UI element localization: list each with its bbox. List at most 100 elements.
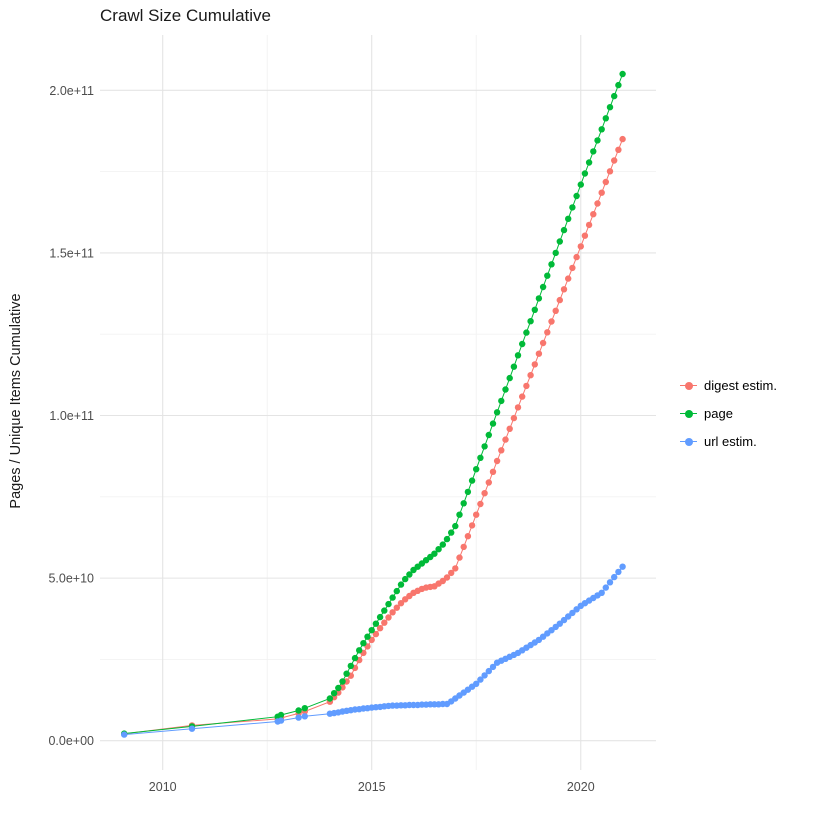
data-point bbox=[295, 707, 302, 714]
data-point bbox=[569, 609, 576, 617]
data-point bbox=[339, 678, 346, 685]
y-tick-label: 1.5e+11 bbox=[49, 246, 94, 260]
data-point bbox=[527, 318, 534, 325]
data-point bbox=[548, 318, 555, 325]
data-point bbox=[277, 717, 285, 724]
data-point bbox=[519, 393, 526, 400]
data-point bbox=[489, 468, 497, 475]
data-point bbox=[402, 575, 409, 583]
data-point bbox=[481, 672, 488, 679]
data-point bbox=[326, 695, 334, 702]
series-line-digest-estim- bbox=[124, 138, 624, 735]
data-point bbox=[389, 594, 396, 601]
data-point bbox=[443, 574, 451, 581]
data-point bbox=[356, 647, 363, 654]
data-point bbox=[477, 454, 484, 461]
data-point bbox=[510, 414, 518, 422]
data-point bbox=[376, 613, 384, 621]
data-point bbox=[514, 404, 522, 411]
data-point bbox=[615, 81, 622, 89]
data-point bbox=[573, 606, 580, 613]
data-point bbox=[493, 409, 501, 416]
data-point bbox=[502, 436, 509, 443]
data-point bbox=[343, 670, 350, 677]
data-point bbox=[368, 627, 375, 634]
chart-title: Crawl Size Cumulative bbox=[100, 6, 271, 25]
data-point bbox=[619, 70, 626, 78]
data-point bbox=[602, 178, 609, 186]
data-point bbox=[565, 613, 572, 620]
data-point bbox=[452, 565, 459, 572]
data-point bbox=[389, 609, 396, 616]
y-axis-title: Pages / Unique Items Cumulative bbox=[8, 293, 24, 509]
legend-label: url estim. bbox=[704, 434, 757, 449]
data-point bbox=[552, 307, 559, 314]
data-point bbox=[335, 684, 342, 692]
data-point bbox=[594, 200, 601, 207]
data-point bbox=[295, 714, 302, 721]
data-point bbox=[406, 571, 413, 578]
data-point bbox=[448, 529, 455, 536]
data-point bbox=[301, 705, 308, 712]
legend-point-icon bbox=[680, 407, 697, 421]
data-point bbox=[121, 731, 128, 738]
data-point bbox=[619, 135, 626, 143]
data-point bbox=[585, 159, 593, 166]
data-point bbox=[602, 584, 609, 591]
y-tick-label: 0.0e+00 bbox=[48, 734, 94, 748]
data-point bbox=[539, 339, 547, 347]
data-point bbox=[598, 589, 605, 596]
data-point bbox=[493, 457, 501, 465]
data-point bbox=[477, 500, 484, 508]
data-point bbox=[577, 181, 584, 188]
data-point bbox=[330, 690, 338, 697]
legend-item-page: page bbox=[680, 406, 777, 421]
data-point bbox=[510, 363, 518, 370]
data-point bbox=[439, 577, 446, 585]
data-point bbox=[560, 286, 568, 293]
data-point bbox=[481, 443, 488, 450]
legend-label: page bbox=[704, 406, 733, 421]
data-point bbox=[473, 680, 480, 687]
data-point bbox=[502, 386, 509, 393]
data-point bbox=[397, 600, 405, 607]
data-point bbox=[489, 663, 497, 671]
data-point bbox=[531, 361, 538, 368]
data-point bbox=[606, 579, 614, 586]
data-point bbox=[523, 329, 530, 336]
data-point bbox=[468, 522, 476, 529]
data-point bbox=[498, 397, 505, 405]
y-tick-label: 1.0e+11 bbox=[49, 409, 94, 423]
data-point bbox=[598, 126, 605, 133]
data-point bbox=[443, 535, 451, 543]
data-point bbox=[431, 550, 438, 557]
data-point bbox=[606, 104, 614, 111]
legend-item-url-estim: url estim. bbox=[680, 434, 777, 449]
data-point bbox=[435, 546, 442, 553]
data-point bbox=[560, 616, 568, 624]
data-point bbox=[552, 249, 559, 257]
data-point bbox=[360, 640, 367, 647]
data-point bbox=[372, 620, 380, 627]
data-point bbox=[364, 633, 371, 640]
data-point bbox=[489, 420, 497, 427]
data-point bbox=[560, 226, 568, 234]
data-point bbox=[519, 340, 526, 348]
data-point bbox=[573, 253, 580, 261]
data-point bbox=[506, 374, 513, 382]
data-point bbox=[439, 541, 446, 548]
data-point bbox=[598, 189, 605, 196]
data-point bbox=[464, 533, 472, 540]
data-point bbox=[611, 157, 618, 164]
data-point bbox=[531, 306, 538, 313]
data-point bbox=[523, 382, 530, 390]
data-point bbox=[585, 221, 593, 229]
data-point bbox=[556, 238, 563, 245]
x-tick-label: 2015 bbox=[358, 780, 386, 794]
data-point bbox=[351, 654, 359, 662]
data-point bbox=[527, 372, 534, 379]
data-point bbox=[577, 243, 584, 250]
legend-point-icon bbox=[680, 379, 697, 393]
data-point bbox=[372, 630, 380, 638]
data-point bbox=[452, 522, 459, 530]
